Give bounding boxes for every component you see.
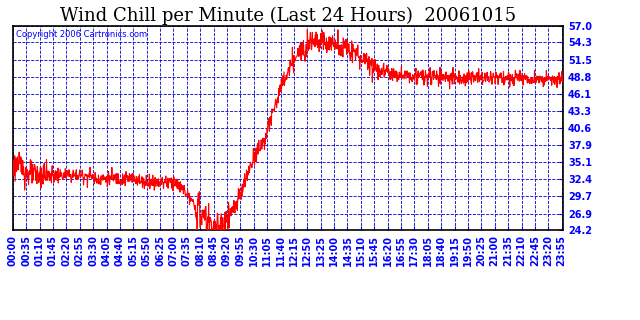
Title: Wind Chill per Minute (Last 24 Hours)  20061015: Wind Chill per Minute (Last 24 Hours) 20… (60, 7, 516, 25)
Text: Copyright 2006 Cartronics.com: Copyright 2006 Cartronics.com (15, 30, 147, 39)
